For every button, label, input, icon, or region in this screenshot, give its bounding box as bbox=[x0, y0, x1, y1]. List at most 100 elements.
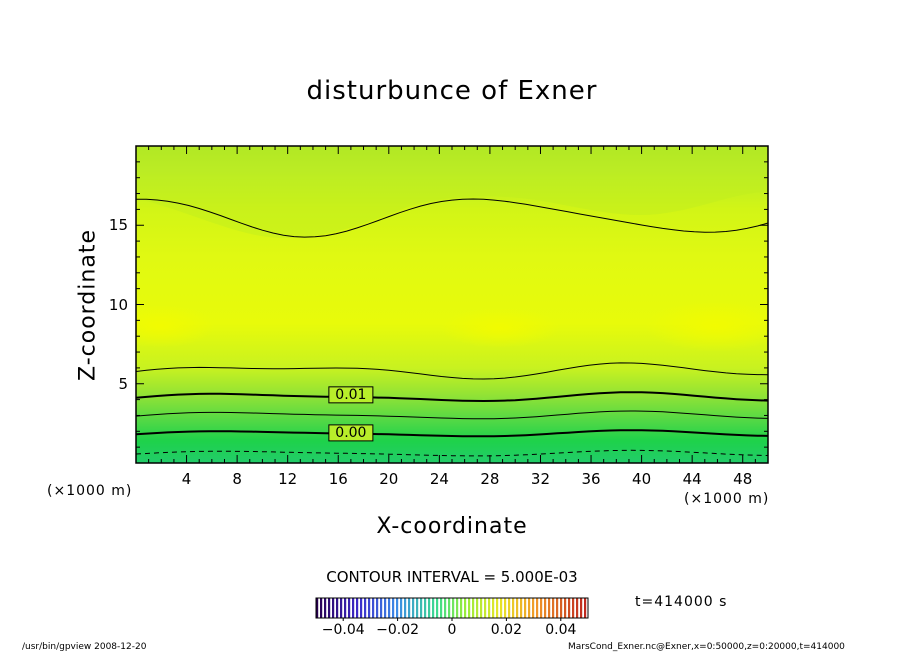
footer-left: /usr/bin/gpview 2008-12-20 bbox=[22, 642, 147, 652]
colorbar-stripe bbox=[444, 598, 447, 618]
colorbar-stripe bbox=[532, 598, 535, 618]
colorbar-stripe bbox=[448, 598, 451, 618]
colorbar-stripe bbox=[504, 598, 507, 618]
colorbar-stripe bbox=[396, 598, 399, 618]
x-tick-label: 44 bbox=[682, 470, 702, 488]
contour-upper bbox=[136, 198, 768, 238]
colorbar-stripe bbox=[320, 598, 323, 618]
colorbar-stripe bbox=[412, 598, 415, 618]
colorbar-stripe bbox=[512, 598, 515, 618]
contour-0.005 bbox=[136, 410, 768, 420]
colorbar-stripe bbox=[360, 598, 363, 618]
x-tick-label: 48 bbox=[733, 470, 753, 488]
colorbar-stripe bbox=[388, 598, 391, 618]
contour-lines bbox=[136, 198, 768, 457]
colorbar-stripe bbox=[364, 598, 367, 618]
colorbar-stripe bbox=[328, 598, 331, 618]
colorbar-stripe bbox=[484, 598, 487, 618]
colorbar bbox=[315, 597, 589, 621]
colorbar-stripe bbox=[584, 598, 587, 618]
colorbar-stripe bbox=[468, 598, 471, 618]
time-label: t=414000 s bbox=[635, 594, 728, 610]
colorbar-stripe bbox=[436, 598, 439, 618]
colorbar-stripe bbox=[472, 598, 475, 618]
x-tick-label: 12 bbox=[278, 470, 298, 488]
colorbar-stripe bbox=[336, 598, 339, 618]
colorbar-stripe bbox=[476, 598, 479, 618]
colorbar-stripe bbox=[536, 598, 539, 618]
colorbar-stripe bbox=[540, 598, 543, 618]
field-shading bbox=[136, 146, 768, 463]
colorbar-stripe bbox=[404, 598, 407, 618]
x-tick-label: 28 bbox=[480, 470, 500, 488]
colorbar-stripe bbox=[344, 598, 347, 618]
contour-0.01 bbox=[136, 391, 768, 403]
colorbar-stripe bbox=[440, 598, 443, 618]
colorbar-stripe bbox=[348, 598, 351, 618]
contour-mid bbox=[136, 362, 768, 380]
colorbar-stripe bbox=[552, 598, 555, 618]
axis-ticks bbox=[136, 146, 768, 463]
x-tick-label: 24 bbox=[429, 470, 449, 488]
y-unit-label: (×1000 m) bbox=[47, 483, 133, 499]
field-background bbox=[136, 146, 768, 463]
colorbar-stripe bbox=[548, 598, 551, 618]
colorbar-stripe bbox=[492, 598, 495, 618]
colorbar-stripe bbox=[480, 598, 483, 618]
colorbar-stripe bbox=[456, 598, 459, 618]
colorbar-stripe bbox=[460, 598, 463, 618]
colorbar-stripe bbox=[508, 598, 511, 618]
colorbar-stripe bbox=[580, 598, 583, 618]
x-tick-label: 32 bbox=[530, 470, 551, 488]
high-region bbox=[440, 308, 560, 348]
colorbar-stripe bbox=[452, 598, 455, 618]
colorbar-stripe bbox=[428, 598, 431, 618]
colorbar-stripe bbox=[500, 598, 503, 618]
colorbar-stripe bbox=[376, 598, 379, 618]
colorbar-stripe bbox=[372, 598, 375, 618]
x-tick-label: 40 bbox=[632, 470, 652, 488]
colorbar-stripe bbox=[416, 598, 419, 618]
colorbar-tick-label: 0.02 bbox=[490, 622, 522, 638]
colorbar-stripe bbox=[356, 598, 359, 618]
contour-label-gap bbox=[328, 386, 374, 404]
colorbar-stripe bbox=[332, 598, 335, 618]
contour-interval: CONTOUR INTERVAL = 5.000E-03 bbox=[326, 568, 578, 586]
colorbar-stripe bbox=[528, 598, 531, 618]
colorbar-stripe bbox=[488, 598, 491, 618]
x-tick-label: 8 bbox=[232, 470, 242, 488]
colorbar-stripe bbox=[408, 598, 411, 618]
contour-negative bbox=[136, 449, 768, 457]
x-tick-label: 4 bbox=[181, 470, 192, 488]
colorbar-stripe bbox=[368, 598, 371, 618]
y-tick-label: 5 bbox=[118, 374, 128, 393]
colorbar-stripe bbox=[464, 598, 467, 618]
colorbar-stripe bbox=[520, 598, 523, 618]
colorbar-stripe bbox=[324, 598, 327, 618]
colorbar-stripe bbox=[568, 598, 571, 618]
colorbar-stripe bbox=[420, 598, 423, 618]
colorbar-stripe bbox=[424, 598, 427, 618]
colorbar-stripe bbox=[576, 598, 579, 618]
colorbar-tick-label: 0.04 bbox=[545, 622, 577, 638]
colorbar-stripe bbox=[496, 598, 499, 618]
colorbar-stripe bbox=[572, 598, 575, 618]
x-axis-label: X-coordinate bbox=[376, 514, 528, 539]
colorbar-stripe bbox=[516, 598, 519, 618]
colorbar-stripe bbox=[352, 598, 355, 618]
colorbar-tick-label: −0.02 bbox=[376, 622, 420, 638]
colorbar-stripe bbox=[384, 598, 387, 618]
colorbar-stripe bbox=[316, 598, 319, 618]
high-region bbox=[136, 304, 215, 348]
contour-label-gap bbox=[328, 424, 374, 442]
colorbar-stripe bbox=[544, 598, 547, 618]
x-tick-label: 16 bbox=[328, 470, 348, 488]
chart-title: disturbunce of Exner bbox=[306, 76, 598, 106]
high-region bbox=[645, 300, 768, 352]
colorbar-stripe bbox=[432, 598, 435, 618]
footer-right: MarsCond_Exner.nc@Exner,x=0:50000,z=0:20… bbox=[568, 642, 845, 652]
colorbar-tick-label: −0.04 bbox=[321, 622, 365, 638]
x-unit-label: (×1000 m) bbox=[684, 491, 770, 507]
colorbar-stripe bbox=[560, 598, 563, 618]
